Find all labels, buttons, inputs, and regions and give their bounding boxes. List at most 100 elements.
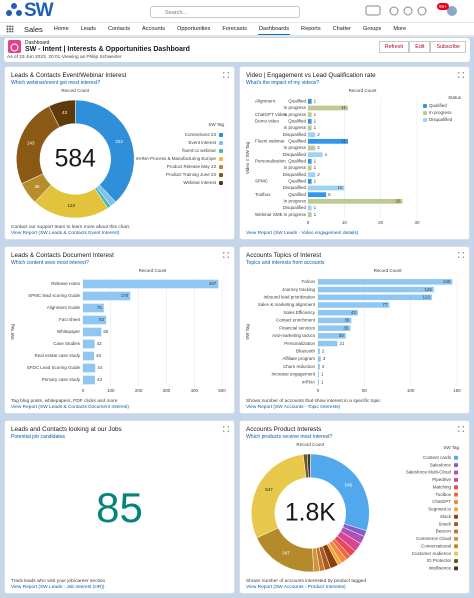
legend-swatch: [219, 141, 223, 145]
expand-icon: [458, 426, 464, 432]
report-link[interactable]: View Report (SW Leads & Contacts Event I…: [11, 231, 120, 236]
panel: Accounts Product Interests Which products…: [239, 420, 470, 594]
legend-swatch: [454, 499, 458, 504]
category-label: Churn reduction: [283, 364, 316, 369]
panel-subtitle: What's the impact of my videos?: [246, 80, 320, 86]
legend-swatch: [423, 118, 427, 122]
legend-label: In progress: [429, 110, 452, 115]
nav-item[interactable]: Contacts: [107, 25, 131, 32]
value-label: 2: [317, 145, 320, 150]
status-label: In progress: [283, 125, 306, 130]
chart: Record Count SW Tag 0 50 100 150 Falcon 145 Jour…: [245, 268, 461, 393]
slice-label: 36: [34, 184, 40, 189]
nav-item[interactable]: Groups: [362, 25, 382, 32]
legend-label: Content cards: [423, 455, 452, 460]
category-label: Primary case study: [42, 377, 81, 382]
category-label: Bluetooth: [296, 348, 316, 353]
bar: [83, 303, 104, 313]
value-label: 1: [314, 125, 317, 130]
category-label: Increase engagement: [271, 372, 315, 377]
legend-label: Commerce Cloud: [416, 536, 452, 541]
notification-badge[interactable]: 99+: [437, 3, 449, 10]
x-tick-label: 30: [414, 220, 420, 225]
bar: [308, 205, 312, 211]
nav-item[interactable]: More: [393, 25, 407, 32]
legend-swatch: [423, 111, 427, 115]
nav-item[interactable]: Forecasts: [222, 25, 247, 32]
report-link[interactable]: View Report (SW Accounts - Product Inter…: [246, 585, 346, 590]
nav-item[interactable]: Chatter: [332, 25, 351, 32]
header-icons: [365, 5, 457, 16]
bar: [83, 363, 96, 373]
expand-icon: [458, 252, 464, 258]
dashboard-meta: As of 23 Jun 2023, 20:01·Viewing as Phil…: [7, 55, 122, 60]
bar: [83, 291, 131, 301]
nav-item[interactable]: Reports: [301, 25, 321, 32]
status-label: Qualified: [288, 139, 306, 144]
legend-label: Webinar interest: [183, 180, 216, 185]
category-label: Toolbox: [255, 192, 271, 197]
legend-label: fluent:cx webinar: [182, 148, 216, 153]
nav-item[interactable]: Leads: [80, 25, 96, 32]
button[interactable]: Edit: [409, 41, 431, 53]
value-label: 43: [351, 310, 357, 315]
panel-title: Leads and Contacts looking at our Jobs: [11, 426, 122, 433]
status-label: In progress: [283, 105, 306, 110]
category-label: Falcon: [301, 279, 315, 284]
nav-item[interactable]: Accounts: [142, 25, 166, 32]
x-axis-label: Record Count: [139, 268, 168, 273]
x-tick-label: 200: [135, 388, 143, 393]
legend-label: Product Release May 23: [167, 164, 217, 169]
report-link[interactable]: View Report (SW Leads - Job Interest (HR…: [11, 585, 105, 590]
slice-label: 547: [265, 487, 273, 492]
value-label: 1: [314, 119, 317, 124]
bar: [308, 105, 348, 111]
bar: [308, 178, 312, 184]
value-label: 44: [97, 365, 103, 370]
bar: [308, 152, 323, 158]
value-label: 1: [314, 212, 317, 217]
category-label: Personalization: [284, 341, 315, 346]
value-label: 1: [314, 165, 317, 170]
status-label: In progress: [283, 112, 306, 117]
status-label: Qualified: [288, 119, 306, 124]
panel: Leads & Contacts Event/Webinar Interest W…: [4, 66, 235, 240]
donut-slice: [48, 99, 76, 128]
search-box[interactable]: Search...: [150, 6, 300, 18]
category-label: SFDC Lead Scoring Guide: [27, 365, 81, 370]
chart: Record Count Video ≡ SW Tag 0 10 20 30 Alignme…: [245, 88, 462, 225]
legend-label: Beacon: [436, 529, 452, 534]
value-label: 66: [103, 329, 109, 334]
legend-swatch: [454, 544, 458, 549]
report-link[interactable]: View Report (SW Leads & Contacts Documen…: [11, 405, 130, 410]
legend-title: Status: [448, 95, 462, 100]
bar: [308, 138, 348, 144]
panel-title: Leads & Contacts Document Interest: [11, 252, 114, 259]
category-label: Case Studies: [53, 341, 81, 346]
panel: Leads & Contacts Document Interest Which …: [4, 246, 235, 414]
button[interactable]: Subscribe: [430, 41, 466, 53]
panel: Leads and Contacts looking at our Jobs Po…: [4, 420, 235, 594]
legend-label: ChatGPT: [432, 499, 451, 504]
button[interactable]: Refresh: [378, 41, 410, 53]
donut-slice: [306, 453, 311, 478]
app-launcher[interactable]: [6, 25, 14, 33]
category-label: Release notes: [51, 281, 81, 286]
legend-swatch: [454, 536, 458, 541]
report-link[interactable]: View Report (SW Leads - Video engagement…: [246, 231, 359, 236]
nav-item[interactable]: Home: [53, 25, 69, 32]
nav-item[interactable]: Opportunities: [177, 25, 211, 32]
legend-label: Pipedrive: [432, 477, 451, 482]
legend-swatch: [454, 558, 458, 563]
bar: [318, 302, 390, 308]
value-label: 26: [395, 199, 401, 204]
nav-item[interactable]: Dashboards: [257, 23, 291, 35]
value-label: 40: [96, 353, 102, 358]
x-tick-label: 100: [407, 388, 415, 393]
y-axis-label: SW Tag: [245, 324, 250, 340]
legend-label: mHNA Process & Manufacturing Europe: [136, 156, 217, 161]
x-tick-label: 0: [307, 220, 310, 225]
report-link[interactable]: View Report (SW Accounts - Topic Interes…: [246, 405, 341, 410]
logo-icon: [6, 3, 22, 16]
panel-subtitle: Potential job candidates: [11, 434, 66, 440]
